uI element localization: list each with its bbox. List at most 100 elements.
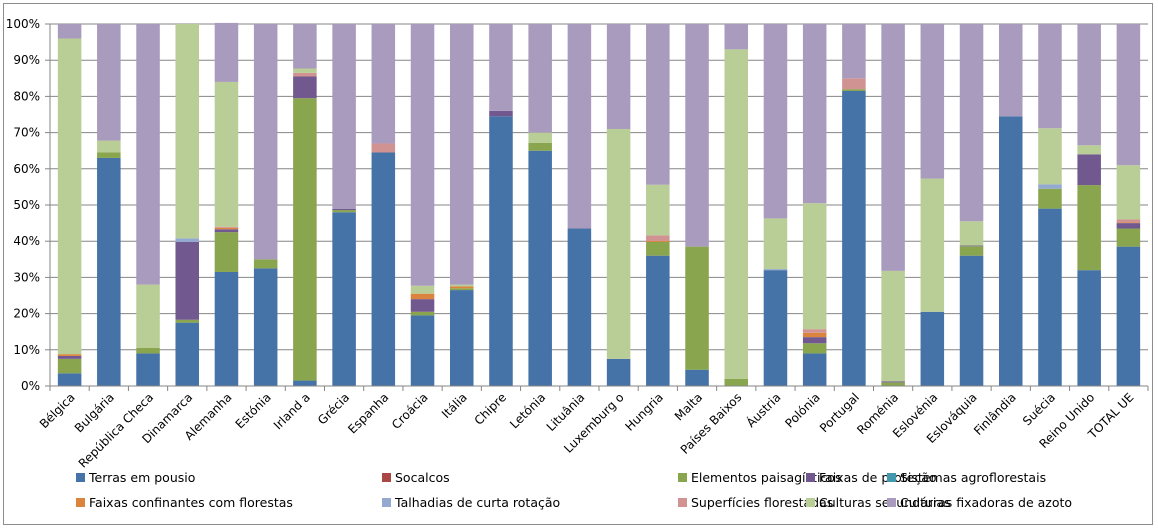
bar-stack-6 xyxy=(293,24,317,386)
bar-segment xyxy=(724,24,749,50)
bar-stack-13 xyxy=(567,24,592,386)
bar-segment xyxy=(293,380,317,386)
bar-segment xyxy=(606,24,631,129)
legend-swatch-icon xyxy=(678,498,687,507)
bar-stack-20 xyxy=(842,24,866,386)
bar-segment xyxy=(1116,228,1141,247)
y-tick-label: 60% xyxy=(13,162,40,176)
legend-label: Terras em pousio xyxy=(89,470,196,485)
legend-label: Superfícies florestadas xyxy=(691,495,834,510)
y-tick-label: 80% xyxy=(13,89,40,103)
bar-segment xyxy=(646,241,670,256)
bar-segment xyxy=(175,322,200,386)
bar-segment xyxy=(802,337,827,344)
bar-segment xyxy=(763,270,788,386)
bar-segment xyxy=(646,255,670,386)
bar-segment xyxy=(332,208,356,211)
bar-segment xyxy=(214,22,239,82)
bar-segment xyxy=(214,271,239,386)
bar-segment xyxy=(528,132,552,143)
legend-item: Talhadias de curta rotação xyxy=(382,495,560,510)
bar-segment xyxy=(97,140,121,153)
axes xyxy=(45,23,1149,391)
bar-segment xyxy=(646,24,670,185)
x-tick-label: Finlândia xyxy=(971,390,1019,438)
bar-segment xyxy=(371,143,396,153)
bar-segment xyxy=(528,142,552,151)
bar-stack-27 xyxy=(1116,24,1141,386)
bar-stack-7 xyxy=(332,24,356,386)
bar-stack-26 xyxy=(1077,24,1101,386)
bar-segment xyxy=(1038,184,1062,189)
bar-segment xyxy=(1038,208,1062,386)
legend-swatch-icon xyxy=(806,498,815,507)
bar-segment xyxy=(136,284,160,348)
legend-label: Faixas de proteção xyxy=(819,470,937,485)
legend-swatch-icon xyxy=(382,473,391,482)
bar-segment xyxy=(646,240,670,242)
bar-segment xyxy=(214,232,239,272)
x-tick-label: Estónia xyxy=(233,390,274,431)
bar-stack-11 xyxy=(489,24,513,386)
bar-segment xyxy=(959,24,984,222)
bar-stack-18 xyxy=(763,24,788,386)
x-tick-label: Itália xyxy=(439,390,470,421)
bar-segment xyxy=(489,24,513,111)
bar-stack-9 xyxy=(410,24,435,386)
x-tick-label: Chipre xyxy=(472,390,509,427)
bar-segment xyxy=(136,347,160,354)
bar-segment xyxy=(1077,185,1101,271)
bar-segment xyxy=(1077,145,1101,155)
bar-segment xyxy=(842,89,866,91)
bar-segment xyxy=(253,24,278,260)
bar-segment xyxy=(920,311,945,386)
legend-item: Culturas secundárias xyxy=(806,495,951,510)
y-tick-label: 30% xyxy=(13,270,40,284)
legend-swatch-icon xyxy=(887,473,896,482)
bar-segment xyxy=(763,269,788,271)
bar-segment xyxy=(1038,24,1062,129)
bar-segment xyxy=(763,218,788,270)
bar-segment xyxy=(802,332,827,338)
y-tick-label: 0% xyxy=(21,379,40,393)
bar-stack-5 xyxy=(253,24,278,386)
bar-segment xyxy=(136,24,160,285)
bar-segment xyxy=(293,72,317,77)
bar-segment xyxy=(293,76,317,99)
bar-stack-3 xyxy=(175,24,200,386)
bar-segment xyxy=(998,24,1023,117)
legend-label: Socalcos xyxy=(395,470,450,485)
bar-segment xyxy=(959,245,984,247)
bar-segment xyxy=(802,203,827,330)
legend-swatch-icon xyxy=(382,498,391,507)
bar-segment xyxy=(253,259,278,269)
bar-segment xyxy=(57,38,82,355)
bar-segment xyxy=(332,212,356,386)
bar-segment xyxy=(293,24,317,69)
bar-segment xyxy=(136,353,160,386)
bar-segment xyxy=(567,228,592,386)
bar-segment xyxy=(528,24,552,133)
x-tick-label: Hungria xyxy=(622,390,665,433)
x-tick-label: Croácia xyxy=(389,390,431,432)
bar-segment xyxy=(685,24,709,247)
bar-segment xyxy=(881,382,905,386)
x-tick-label: Áustria xyxy=(743,390,784,431)
y-tick-label: 40% xyxy=(13,234,40,248)
bar-segment xyxy=(410,285,435,294)
legend-row-1: Terras em pousio Socalcos Elementos paisag… xyxy=(76,470,1146,495)
bar-segment xyxy=(1077,24,1101,146)
bar-segment xyxy=(802,329,827,333)
bar-segment xyxy=(332,210,356,213)
bar-stack-17 xyxy=(724,24,749,386)
bar-segment xyxy=(959,246,984,256)
bar-stack-22 xyxy=(920,24,945,386)
bar-segment xyxy=(567,24,592,229)
bar-segment xyxy=(959,221,984,246)
bar-stack-19 xyxy=(802,24,827,386)
bar-segment xyxy=(842,90,866,386)
bar-stack-14 xyxy=(606,24,631,386)
bar-segment xyxy=(449,284,474,287)
